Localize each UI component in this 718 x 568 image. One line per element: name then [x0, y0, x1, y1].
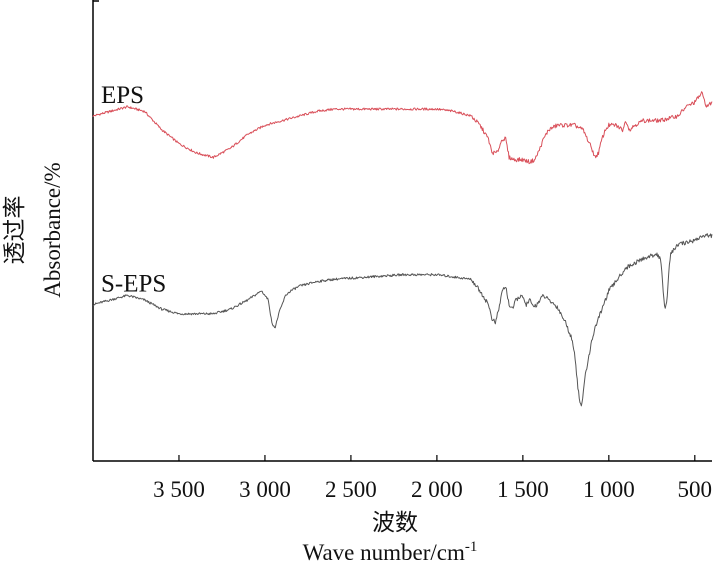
x-tick-label: 2 000 [411, 477, 463, 502]
x-tick-label: 3 500 [153, 477, 205, 502]
y-axis-title-group: 透过率 Absorbance/% [2, 162, 65, 297]
x-tick-label: 3 000 [239, 477, 291, 502]
x-tick-label: 500 [678, 477, 713, 502]
x-axis-title-cn: 波数 [372, 510, 418, 536]
x-ticks: 3 500 3 000 2 500 2 000 1 500 1 000 500 [153, 455, 712, 502]
series-label-s-eps: S-EPS [101, 271, 166, 298]
x-tick-label: 1 000 [583, 477, 635, 502]
y-axis-title-cn: 透过率 [2, 196, 28, 265]
x-axis-title-sup: -1 [465, 539, 478, 555]
axes [92, 0, 712, 462]
x-axis-title-main: Wave number/cm [303, 540, 465, 565]
series-layer [92, 91, 713, 407]
series-line-s-eps [92, 233, 713, 407]
y-axis-title: Absorbance/% [40, 162, 65, 297]
series-labels: EPS S-EPS [101, 82, 166, 298]
x-axis-title: Wave number/cm-1 [303, 539, 478, 565]
x-tick-label: 1 500 [497, 477, 549, 502]
series-line-eps [92, 91, 713, 165]
x-tick-label: 2 500 [325, 477, 377, 502]
series-label-eps: EPS [101, 82, 144, 109]
